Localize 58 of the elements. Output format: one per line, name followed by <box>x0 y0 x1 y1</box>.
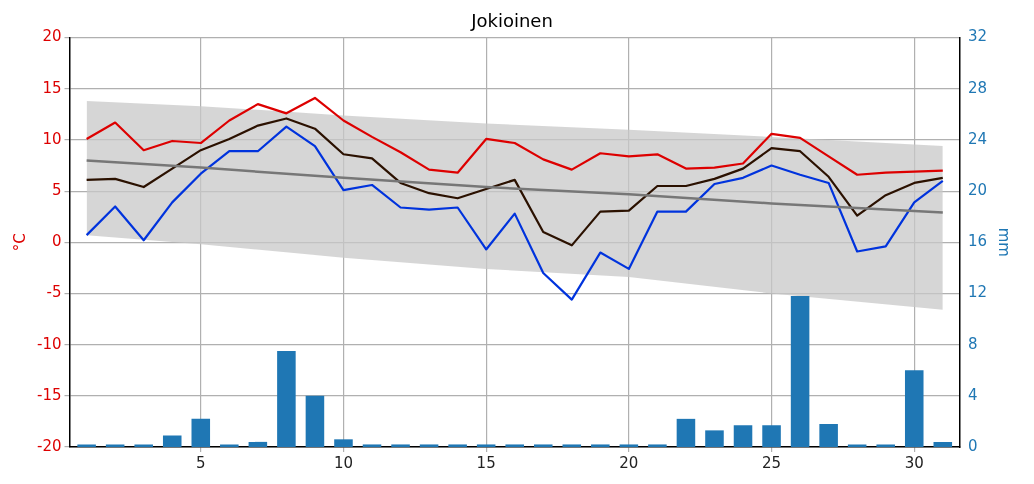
bar <box>391 444 410 447</box>
y-tick-label: 0 <box>51 232 62 251</box>
x-tick-label: 10 <box>333 453 354 472</box>
bar <box>362 444 382 447</box>
bar <box>476 444 496 447</box>
y-tick-label: 20 <box>42 27 62 46</box>
y2-axis-title: mm <box>995 227 1014 257</box>
bar <box>847 444 867 447</box>
x-tick-label: 20 <box>619 453 639 472</box>
bar <box>77 444 96 447</box>
y2-tick-label: 16 <box>967 232 988 251</box>
bar <box>562 444 582 447</box>
y2-tick-label: 8 <box>967 334 978 353</box>
bar <box>819 423 838 447</box>
bar <box>505 444 524 447</box>
bar <box>648 444 667 447</box>
bar <box>591 444 610 447</box>
bar <box>904 370 924 447</box>
bar <box>448 444 467 447</box>
bar <box>105 444 125 447</box>
bar <box>162 435 182 447</box>
bar <box>334 439 353 447</box>
x-tick-label: 15 <box>476 453 496 472</box>
y-tick-label: 10 <box>42 129 62 148</box>
y-axis-title: °C <box>10 233 29 252</box>
y2-tick-label: 24 <box>967 129 988 148</box>
y2-tick-label: 28 <box>967 78 988 97</box>
bar <box>676 418 696 447</box>
x-tick-label: 25 <box>762 453 782 472</box>
bar <box>277 351 296 447</box>
y-tick-label: -5 <box>46 283 62 302</box>
y2-tick-label: 0 <box>967 436 978 455</box>
bar <box>248 441 268 447</box>
y-tick-label: -20 <box>37 436 62 455</box>
y2-tick-label: 20 <box>967 181 988 200</box>
y2-tick-label: 32 <box>967 27 988 46</box>
bar <box>533 444 553 447</box>
bar <box>733 425 753 447</box>
bar <box>790 296 810 447</box>
bar <box>619 444 639 447</box>
y-tick-label: -10 <box>37 334 62 353</box>
bar <box>876 444 895 447</box>
bar <box>305 395 325 447</box>
y-tick-label: -15 <box>37 385 62 404</box>
bar <box>933 441 953 447</box>
y-tick-label: 5 <box>51 181 62 200</box>
x-tick-label: 30 <box>904 453 924 472</box>
bar <box>220 444 239 447</box>
chart-title: Jokioinen <box>470 10 553 32</box>
bar <box>134 444 153 447</box>
bar <box>705 430 724 447</box>
y2-tick-label: 12 <box>967 283 988 302</box>
y2-tick-label: 4 <box>967 385 978 404</box>
bar <box>762 425 781 447</box>
bar <box>419 444 439 447</box>
bar <box>191 418 211 447</box>
x-tick-label: 5 <box>196 453 206 472</box>
y-tick-label: 15 <box>42 78 62 97</box>
